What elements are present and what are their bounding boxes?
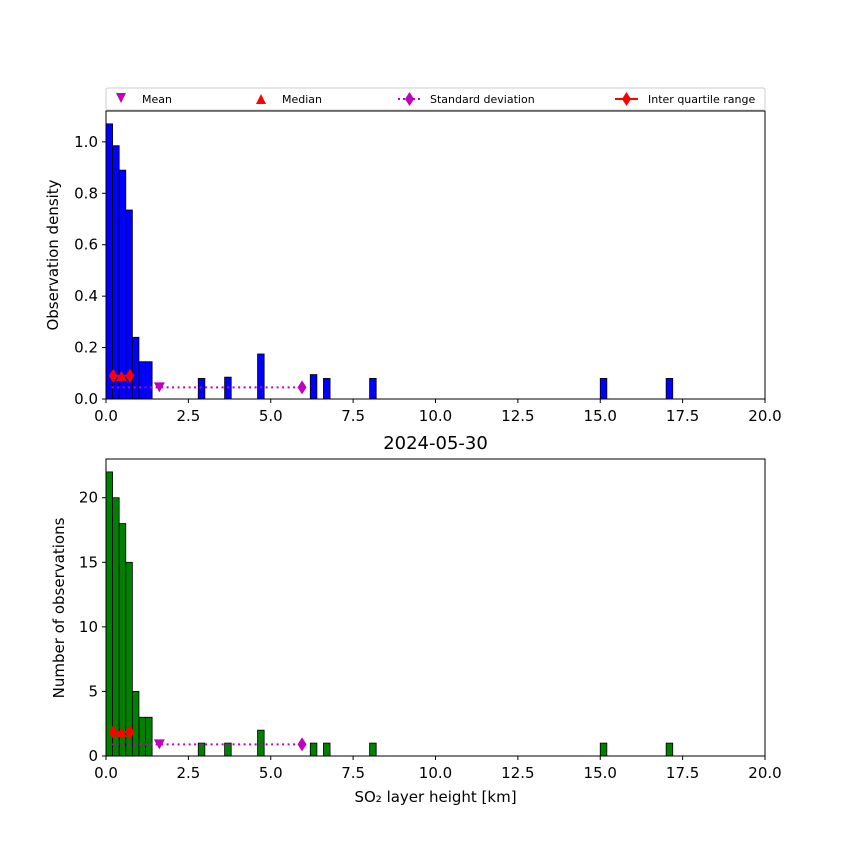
- count-y-tick-label: 20: [79, 489, 98, 507]
- count-x-tick-label: 5.0: [259, 764, 283, 782]
- density-x-tick-label: 2.5: [176, 407, 200, 425]
- count-y-axis-label: Number of observations: [50, 517, 68, 698]
- density-y-tick-label: 0.4: [74, 287, 98, 305]
- density-y-tick-label: 0.2: [74, 339, 98, 357]
- density-stats-overlay: [108, 368, 307, 395]
- density-x-tick-label: 7.5: [341, 407, 365, 425]
- count-bar: [309, 742, 318, 757]
- count-bar: [138, 716, 146, 757]
- legend-item-median: Median: [256, 93, 322, 106]
- count-x-tick-label: 17.5: [666, 764, 699, 782]
- density-bar: [138, 361, 146, 400]
- density-mean-marker: [153, 382, 165, 393]
- count-iqr-marker: [125, 725, 135, 740]
- density-x-tick-label: 0.0: [94, 407, 118, 425]
- density-x-tick-label: 15.0: [584, 407, 617, 425]
- count-x-tick-label: 0.0: [94, 764, 118, 782]
- density-bar: [145, 361, 153, 400]
- density-x-tick-label: 20.0: [748, 407, 781, 425]
- density-bar: [131, 336, 140, 400]
- count-y-ticks: 0 5 10 15 20: [79, 489, 106, 765]
- count-axes-frame: [105, 458, 766, 757]
- density-y-axis-label: Observation density: [44, 179, 62, 330]
- count-bar: [369, 742, 377, 757]
- count-y-tick-label: 5: [88, 682, 98, 700]
- count-bar: [112, 497, 120, 757]
- count-x-tick-label: 15.0: [584, 764, 617, 782]
- count-bar: [599, 742, 608, 757]
- count-bar: [665, 742, 674, 757]
- count-x-tick-label: 12.5: [501, 764, 534, 782]
- count-mean-marker: [153, 739, 165, 750]
- density-histogram-panel: 0.0 2.5 5.0 7.5 10.0 12.5 15.0 17.5 20.0 0.00.20…: [44, 110, 782, 425]
- count-bar: [105, 471, 113, 757]
- density-y-tick-label: 1.0: [74, 133, 98, 151]
- count-std-dev-marker: [297, 737, 307, 752]
- count-x-tick-label: 2.5: [176, 764, 200, 782]
- legend-mean-marker: [116, 93, 126, 103]
- legend-mean-label: Mean: [142, 93, 172, 106]
- count-y-tick-label: 10: [79, 618, 98, 636]
- count-bar: [145, 716, 153, 757]
- density-x-tick-label: 5.0: [259, 407, 283, 425]
- count-y-tick-label: 0: [88, 747, 98, 765]
- legend: Mean Median Standard deviation Inter qua…: [105, 87, 766, 111]
- count-x-axis-label: SO₂ layer height [km]: [354, 788, 516, 806]
- density-iqr-marker: [125, 368, 135, 383]
- count-x-tick-label: 20.0: [748, 764, 781, 782]
- density-bars: [105, 123, 674, 400]
- legend-std-dev-marker: [405, 92, 414, 106]
- density-bar: [257, 353, 265, 400]
- figure-title: 2024-05-30: [383, 433, 488, 454]
- density-x-tick-label: 17.5: [666, 407, 699, 425]
- legend-item-iqr: Inter quartile range: [615, 92, 755, 106]
- density-median-marker: [115, 370, 127, 381]
- density-bar: [105, 123, 113, 400]
- legend-item-mean: Mean: [116, 93, 172, 106]
- legend-iqr-marker: [622, 92, 631, 106]
- density-y-tick-label: 0.8: [74, 184, 98, 202]
- density-bar: [112, 145, 120, 400]
- count-y-tick-label: 15: [79, 553, 98, 571]
- legend-iqr-label: Inter quartile range: [648, 93, 755, 106]
- density-bar: [323, 378, 331, 400]
- density-bar: [665, 378, 674, 400]
- legend-frame: [105, 87, 766, 111]
- count-stats-overlay: [108, 725, 307, 752]
- count-bars: [105, 471, 674, 757]
- legend-item-std-dev: Standard deviation: [398, 92, 535, 106]
- density-x-tick-label: 12.5: [501, 407, 534, 425]
- count-x-tick-label: 7.5: [341, 764, 365, 782]
- legend-median-marker: [256, 94, 266, 104]
- legend-median-label: Median: [282, 93, 322, 106]
- density-bar: [309, 374, 318, 400]
- density-bar: [197, 378, 206, 400]
- count-bar: [118, 523, 127, 757]
- density-bar: [369, 378, 377, 400]
- density-y-tick-label: 0.0: [74, 390, 98, 408]
- count-bar: [257, 729, 265, 757]
- density-std-dev-marker: [297, 380, 307, 395]
- count-bar: [323, 742, 331, 757]
- density-x-tick-label: 10.0: [419, 407, 452, 425]
- count-histogram-panel: 0.0 2.5 5.0 7.5 10.0 12.5 15.0 17.5 20.0 0 5 10 15 2…: [50, 458, 782, 806]
- legend-std-dev-label: Standard deviation: [430, 93, 535, 106]
- density-x-ticks: 0.0 2.5 5.0 7.5 10.0 12.5 15.0 17.5 20.0: [94, 399, 782, 425]
- density-iqr-marker: [108, 368, 118, 383]
- density-bar: [118, 169, 127, 400]
- density-bar: [599, 378, 608, 400]
- density-axes-frame: [105, 110, 766, 400]
- density-y-tick-label: 0.6: [74, 236, 98, 254]
- count-x-ticks: 0.0 2.5 5.0 7.5 10.0 12.5 15.0 17.5 20.0: [94, 756, 782, 782]
- count-bar: [131, 691, 140, 757]
- count-median-marker: [115, 727, 127, 738]
- count-iqr-marker: [108, 725, 118, 740]
- density-y-ticks: 0.0 0.2 0.4 0.6 0.8 1.0: [74, 133, 106, 408]
- count-x-tick-label: 10.0: [419, 764, 452, 782]
